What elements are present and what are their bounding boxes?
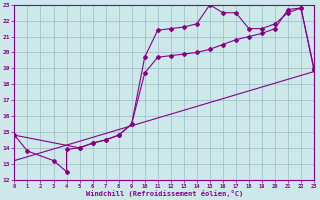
X-axis label: Windchill (Refroidissement éolien,°C): Windchill (Refroidissement éolien,°C) xyxy=(85,190,243,197)
